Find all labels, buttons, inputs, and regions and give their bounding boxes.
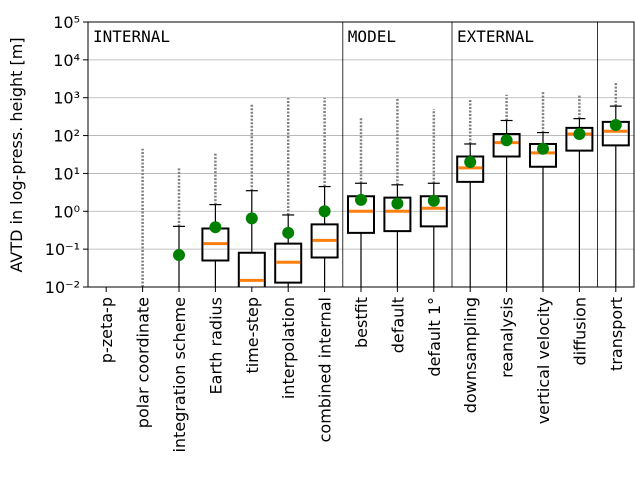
mean-marker bbox=[355, 193, 367, 206]
box bbox=[565, 126, 594, 152]
box bbox=[456, 155, 485, 183]
x-tick-label: default 1° bbox=[425, 297, 444, 377]
y-tick-label: 10⁻¹ bbox=[45, 240, 80, 259]
y-tick-label: 10⁴ bbox=[53, 51, 80, 70]
x-tick-label: Earth radius bbox=[206, 297, 225, 394]
y-tick-label: 10³ bbox=[53, 89, 80, 108]
x-tick-label: vertical velocity bbox=[534, 297, 553, 424]
x-tick-label: integration scheme bbox=[170, 297, 189, 453]
box bbox=[601, 120, 630, 147]
y-tick-label: 10¹ bbox=[53, 164, 80, 183]
box bbox=[529, 142, 557, 168]
mean-marker bbox=[537, 142, 549, 155]
x-tick-label: default bbox=[388, 297, 407, 353]
group-label: INTERNAL bbox=[93, 27, 170, 46]
box bbox=[383, 196, 412, 233]
x-tick-label: diffusion bbox=[570, 297, 589, 365]
y-tick-label: 10⁻² bbox=[45, 278, 80, 297]
box bbox=[237, 251, 266, 287]
mean-marker bbox=[391, 197, 404, 210]
box bbox=[347, 195, 375, 234]
mean-marker bbox=[427, 194, 440, 207]
x-tick-label: polar coordinate bbox=[134, 297, 153, 428]
y-axis-label: AVTD in log-press. height [m] bbox=[7, 37, 26, 272]
x-tick-label: p-zeta-p bbox=[97, 297, 116, 363]
mean-marker bbox=[500, 134, 513, 147]
x-tick-label: bestfit bbox=[352, 297, 371, 348]
group-label: EXTERNAL bbox=[457, 27, 534, 46]
x-tick-label: reanalysis bbox=[498, 297, 517, 378]
x-tick-label: downsampling bbox=[461, 297, 480, 413]
group-label: MODEL bbox=[348, 27, 396, 46]
mean-marker bbox=[318, 205, 331, 218]
box bbox=[492, 133, 521, 158]
y-tick-label: 10⁵ bbox=[53, 13, 80, 32]
y-tick-label: 10² bbox=[53, 127, 80, 146]
y-tick-label: 10⁰ bbox=[53, 202, 80, 221]
box bbox=[419, 195, 448, 228]
box bbox=[201, 227, 230, 262]
x-tick-label: transport bbox=[607, 297, 626, 371]
x-tick-label: time-step bbox=[243, 297, 262, 374]
mean-marker bbox=[282, 226, 295, 239]
mean-marker bbox=[464, 156, 477, 169]
mean-marker bbox=[573, 128, 586, 141]
plot-frame bbox=[87, 21, 635, 288]
mean-marker bbox=[245, 212, 258, 225]
mean-marker bbox=[173, 249, 185, 262]
box bbox=[310, 223, 339, 259]
mean-marker bbox=[209, 221, 222, 234]
x-tick-label: combined internal bbox=[316, 297, 335, 442]
mean-marker bbox=[609, 119, 622, 132]
x-tick-label: interpolation bbox=[279, 297, 298, 399]
box bbox=[274, 242, 303, 284]
